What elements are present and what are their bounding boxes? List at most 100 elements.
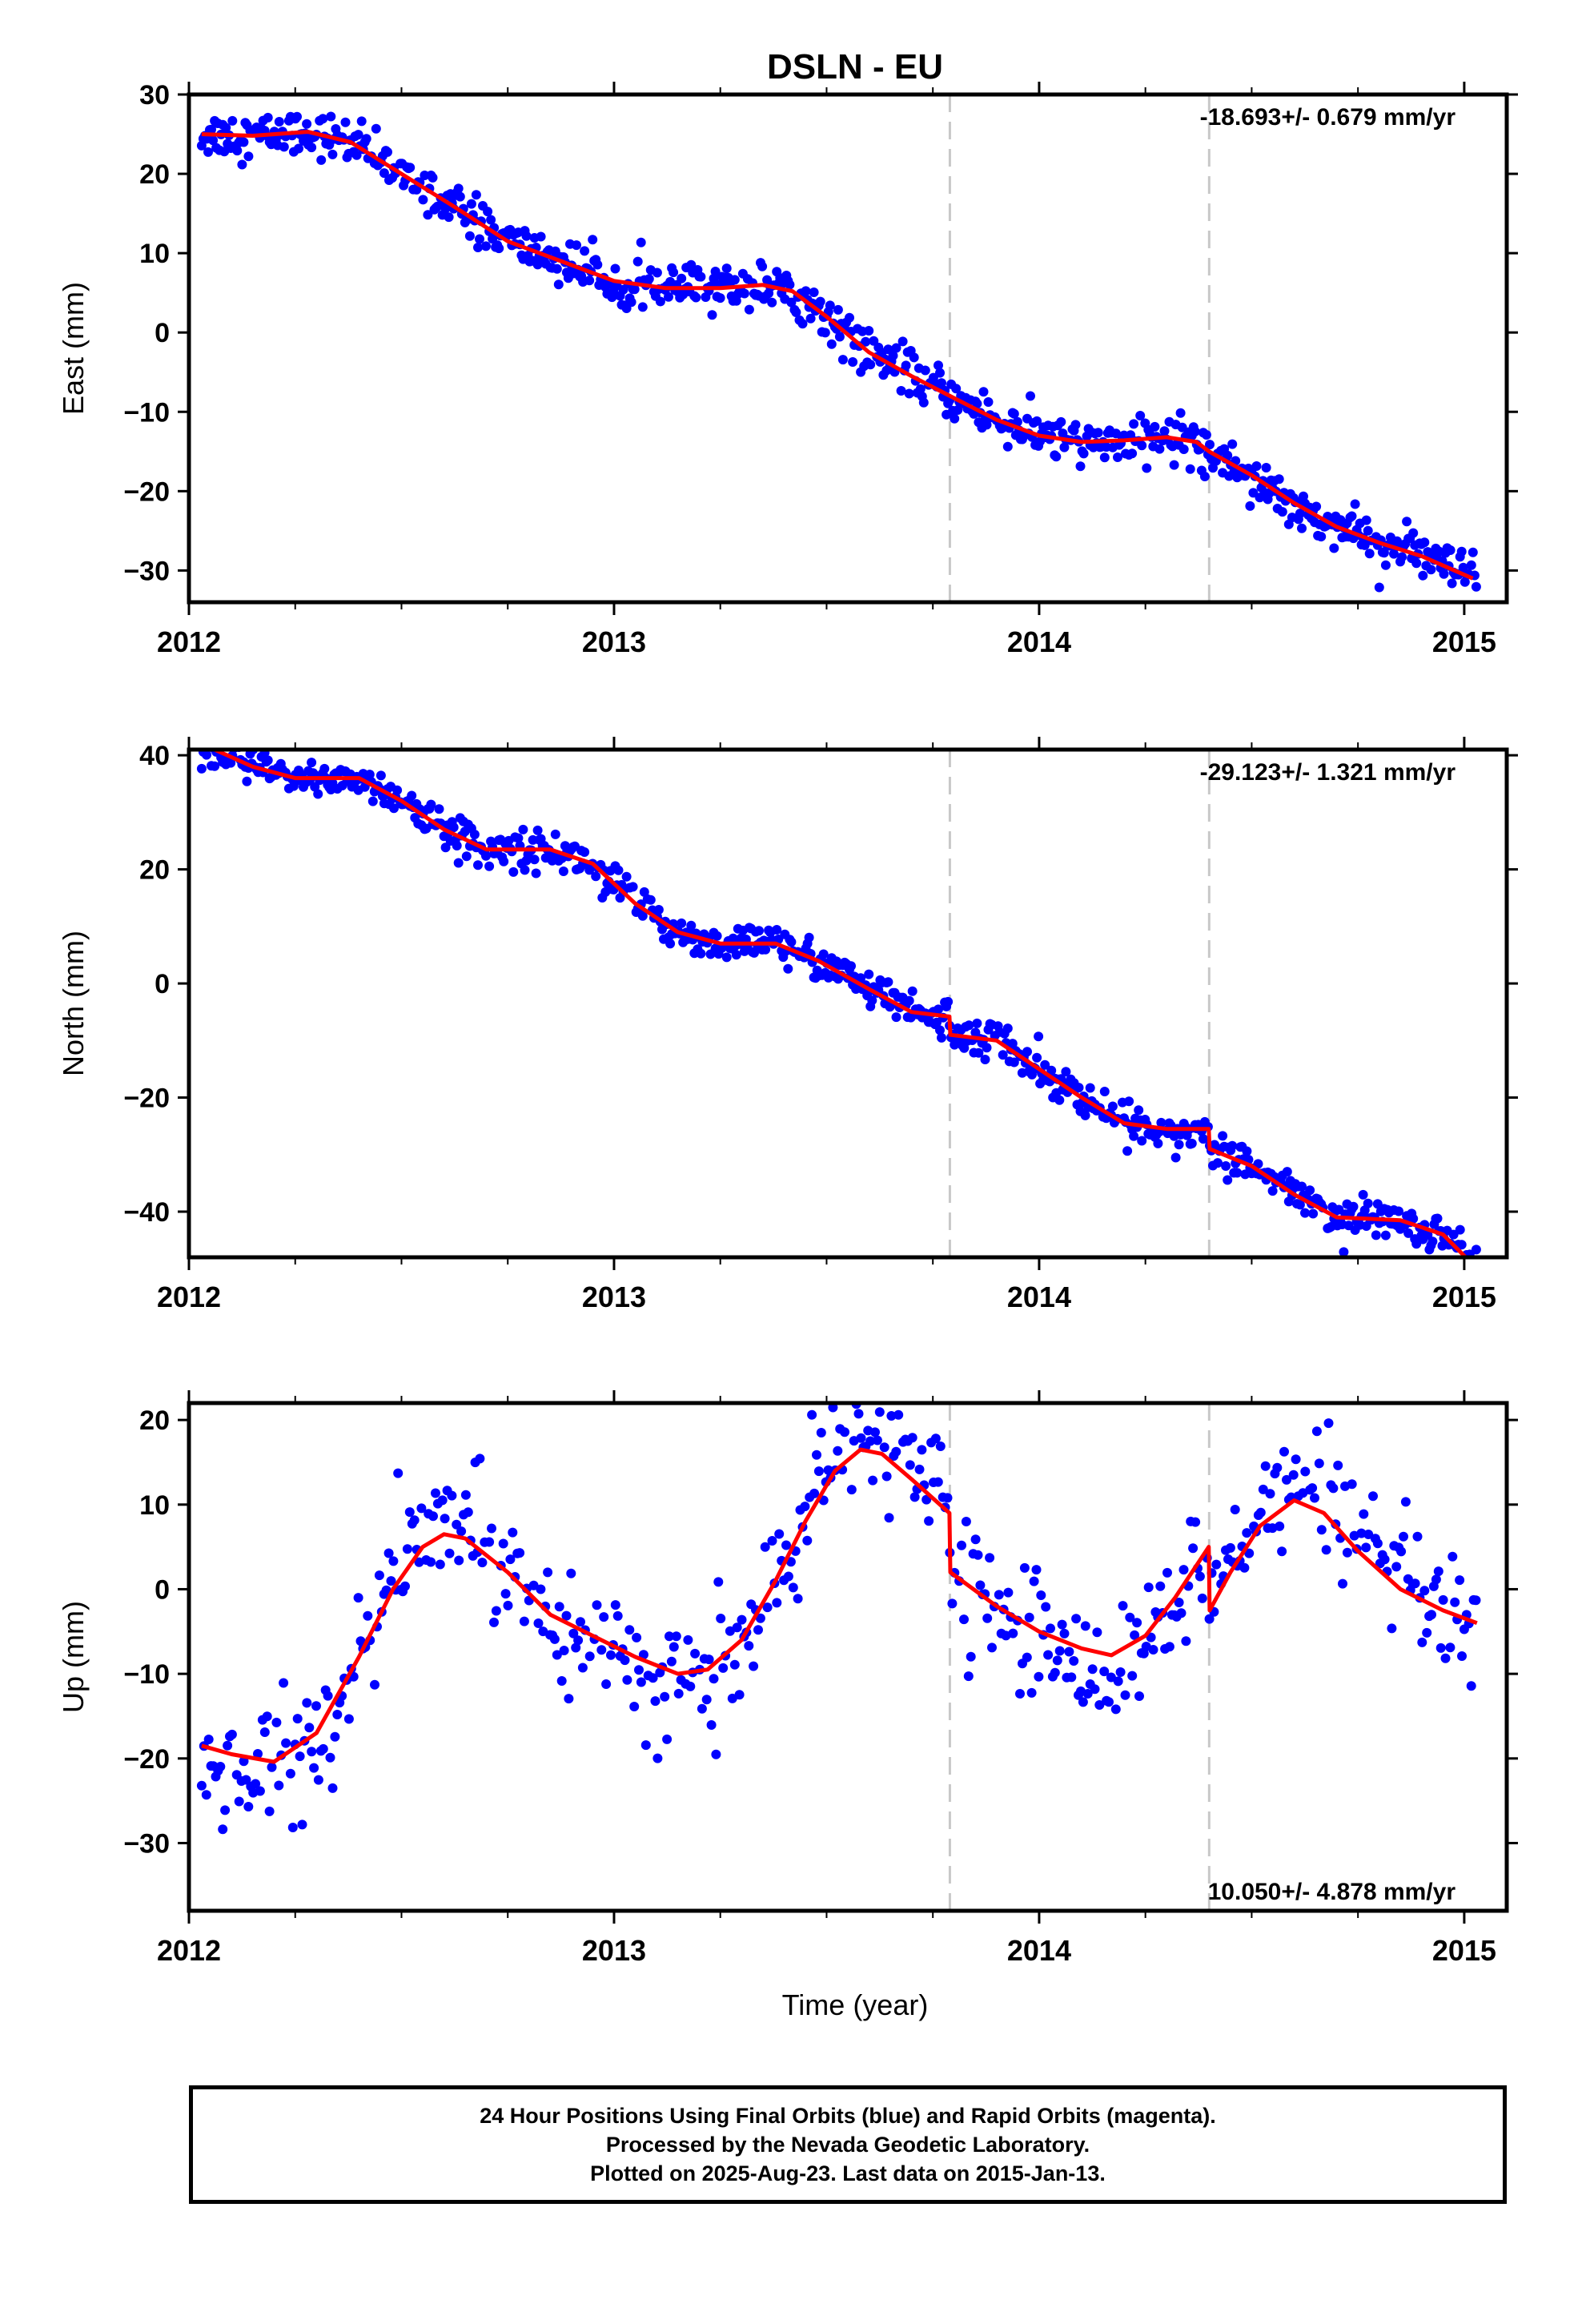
data-point xyxy=(964,1020,974,1031)
data-point xyxy=(1456,546,1467,557)
data-point xyxy=(1174,1140,1184,1150)
data-point xyxy=(970,1534,981,1545)
data-point xyxy=(1399,1531,1408,1542)
data-point xyxy=(561,1610,572,1621)
data-point xyxy=(1130,1630,1140,1640)
data-point xyxy=(1338,1578,1347,1589)
data-point xyxy=(665,939,676,949)
data-point xyxy=(1002,1023,1013,1034)
data-point xyxy=(519,1616,529,1626)
data-point xyxy=(816,1428,826,1437)
data-point xyxy=(1305,1185,1315,1196)
data-point xyxy=(648,1673,658,1683)
data-point xyxy=(215,1762,226,1771)
data-point xyxy=(1164,1642,1174,1652)
data-point xyxy=(987,1642,997,1653)
data-point xyxy=(881,1471,892,1482)
data-point xyxy=(1127,1671,1138,1681)
data-point xyxy=(1403,1228,1414,1238)
data-point xyxy=(393,1468,404,1478)
data-point xyxy=(592,259,603,270)
x-tick-label: 2015 xyxy=(1432,1934,1496,1967)
data-point xyxy=(791,308,801,317)
data-point xyxy=(1450,1597,1460,1607)
data-point xyxy=(786,937,797,947)
data-point xyxy=(447,1490,457,1501)
data-point xyxy=(1093,428,1103,438)
data-point xyxy=(982,1613,993,1623)
data-point xyxy=(805,313,816,324)
data-point xyxy=(1471,581,1481,592)
data-point xyxy=(650,1696,661,1707)
data-point xyxy=(865,360,876,370)
data-point xyxy=(402,1544,412,1554)
data-point xyxy=(879,1442,889,1453)
data-point xyxy=(1107,1101,1118,1112)
data-point xyxy=(755,1613,765,1623)
data-point xyxy=(1255,1507,1266,1518)
data-point xyxy=(612,1610,623,1621)
data-point xyxy=(1321,1545,1331,1555)
data-point xyxy=(662,1734,673,1744)
data-point xyxy=(513,833,524,843)
data-point xyxy=(704,1655,714,1665)
data-point xyxy=(596,1645,607,1655)
y-tick-label: −40 xyxy=(123,1197,170,1228)
data-point xyxy=(973,1550,983,1560)
data-point xyxy=(833,304,843,315)
data-point xyxy=(1300,1466,1311,1477)
data-point xyxy=(1311,501,1322,512)
data-point xyxy=(1457,1651,1467,1661)
data-point xyxy=(1300,1208,1310,1218)
data-point xyxy=(1069,1656,1079,1666)
data-point xyxy=(1178,444,1189,454)
data-point xyxy=(213,738,223,747)
data-point xyxy=(905,1460,915,1470)
data-point xyxy=(1316,532,1327,542)
y-axis-label: North (mm) xyxy=(57,931,90,1076)
data-point xyxy=(460,1490,471,1500)
data-point xyxy=(292,1714,303,1724)
x-axis-label: Time (year) xyxy=(782,1988,929,2021)
data-point xyxy=(980,1055,990,1064)
data-point xyxy=(1134,1105,1144,1116)
data-point xyxy=(1125,1612,1135,1622)
panel-frame xyxy=(187,747,1509,1260)
rate-annotation: 10.050+/- 4.878 mm/yr xyxy=(1208,1879,1456,1905)
data-point xyxy=(985,1553,995,1563)
data-point xyxy=(636,1677,646,1687)
data-point xyxy=(1132,1618,1142,1628)
data-point xyxy=(1445,545,1456,555)
data-point xyxy=(473,243,483,252)
data-point xyxy=(316,155,327,165)
data-point xyxy=(1396,1546,1407,1557)
data-point xyxy=(622,1675,632,1685)
data-point xyxy=(1074,1083,1084,1093)
data-point xyxy=(744,1641,754,1651)
data-point xyxy=(1363,1198,1373,1208)
data-point xyxy=(1054,1095,1065,1105)
y-tick-label: −30 xyxy=(123,1828,170,1859)
data-point xyxy=(255,1786,265,1796)
data-point xyxy=(865,1436,876,1446)
model-line xyxy=(213,750,1469,1257)
data-point xyxy=(943,996,954,1007)
data-point xyxy=(1223,1175,1233,1185)
data-point xyxy=(196,1780,207,1791)
x-tick-label: 2013 xyxy=(582,625,646,658)
data-point xyxy=(1127,448,1138,459)
data-point xyxy=(785,1557,796,1567)
data-point xyxy=(706,1720,717,1730)
data-point xyxy=(872,1435,882,1445)
data-point xyxy=(1080,1621,1090,1631)
data-point xyxy=(1363,1530,1374,1539)
data-point xyxy=(374,1570,384,1581)
data-point xyxy=(1085,1083,1095,1093)
data-point xyxy=(383,147,392,157)
data-point xyxy=(392,785,403,795)
data-point xyxy=(361,134,371,144)
data-point xyxy=(767,1536,777,1546)
data-point xyxy=(937,1032,946,1043)
data-point xyxy=(1143,1582,1154,1593)
data-point xyxy=(580,847,590,857)
